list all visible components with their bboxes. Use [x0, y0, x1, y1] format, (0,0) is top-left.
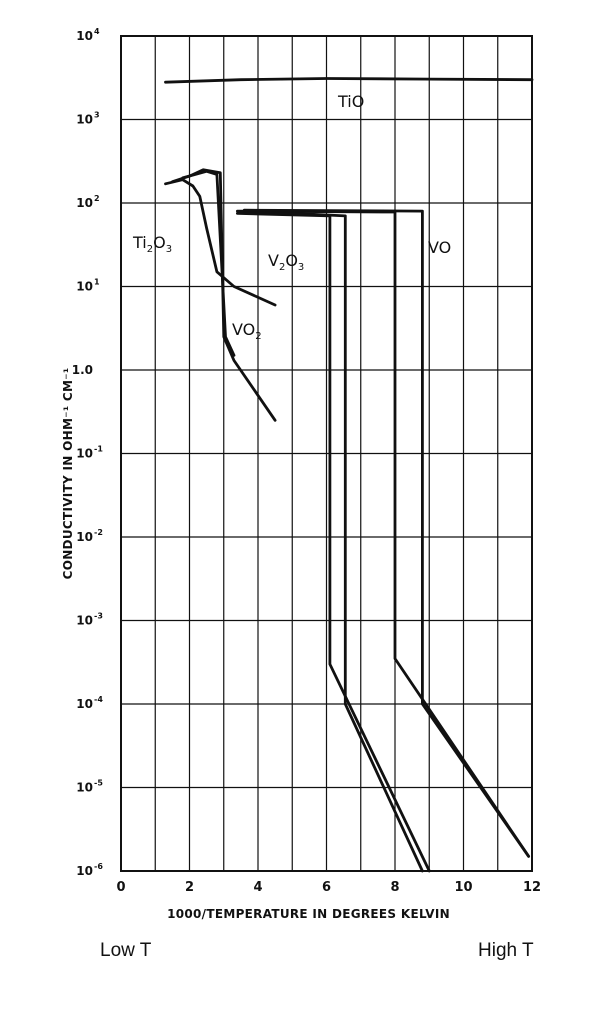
- y-tick-exponent: 4: [94, 27, 100, 36]
- caption-low-t: Low T: [100, 940, 152, 961]
- x-tick-label: 8: [390, 880, 399, 895]
- series-line: [236, 209, 530, 858]
- series-label: TiO: [337, 92, 364, 111]
- y-tick-label: 10: [76, 864, 93, 878]
- y-tick-exponent: -3: [94, 612, 103, 621]
- chart-grid: [121, 36, 532, 871]
- y-tick-exponent: -1: [94, 445, 103, 454]
- x-tick-label: 10: [454, 880, 472, 895]
- y-tick-label: 10: [76, 781, 93, 795]
- y-tick-exponent: 1: [94, 278, 100, 287]
- y-tick-label: 10: [76, 280, 93, 294]
- y-tick-exponent: -6: [94, 862, 103, 871]
- series-labels: TiO Ti2O3 VO2 V2O3 VO: [132, 92, 451, 342]
- series-line: [164, 178, 277, 307]
- plot-frame: [120, 35, 533, 872]
- y-tick-label: 10: [76, 530, 93, 544]
- y-axis-label: CONDUCTIVITY IN OHM⁻¹ CM⁻¹: [61, 368, 75, 580]
- series-label: Ti2O3: [132, 233, 172, 255]
- y-tick-label: 10: [76, 29, 93, 43]
- y-tick-label: 1.0: [72, 363, 93, 377]
- series-label: VO: [428, 238, 451, 257]
- y-tick-exponent: -2: [94, 528, 103, 537]
- series-lines: [164, 77, 534, 873]
- y-tick-label: 10: [76, 697, 93, 711]
- y-tick-exponent: 3: [94, 111, 100, 120]
- caption-high-t: High T: [478, 940, 534, 961]
- y-tick-exponent: -4: [94, 695, 103, 704]
- x-axis-label: 1000/TEMPERATURE IN DEGREES KELVIN: [167, 907, 450, 921]
- y-tick-label: 10: [76, 196, 93, 210]
- x-tick-label: 0: [116, 880, 125, 895]
- series-line: [164, 77, 534, 84]
- x-tick-label: 2: [185, 880, 194, 895]
- series-line: [181, 169, 236, 357]
- y-tick-exponent: 2: [94, 194, 100, 203]
- x-tick-label: 12: [523, 880, 541, 895]
- y-tick-exponent: -5: [94, 779, 103, 788]
- y-tick-label: 10: [76, 447, 93, 461]
- series-line: [236, 212, 431, 873]
- x-tick-label: 4: [253, 880, 262, 895]
- series-line: [242, 209, 424, 873]
- x-tick-label: 6: [322, 880, 331, 895]
- y-tick-label: 10: [76, 614, 93, 628]
- x-tick-labels: 0 2 4 6 8 10 12: [116, 880, 541, 895]
- series-label: VO2: [232, 320, 262, 342]
- y-tick-label: 10: [76, 113, 93, 127]
- series-line: [242, 208, 530, 858]
- series-label: V2O3: [268, 251, 304, 273]
